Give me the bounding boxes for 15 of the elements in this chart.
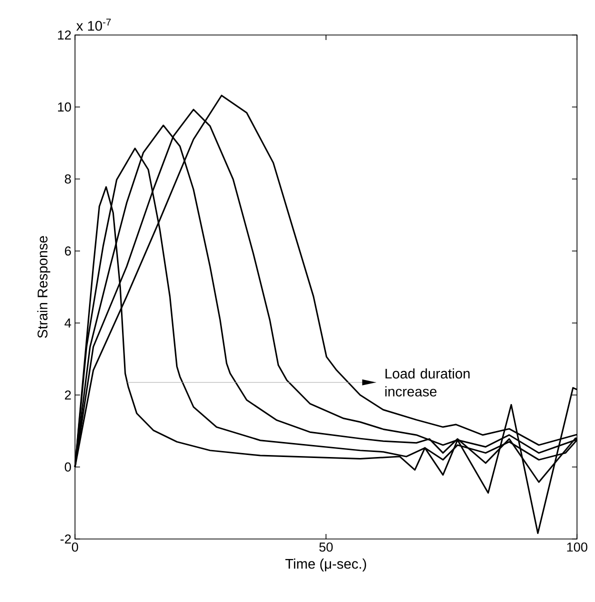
x-tick-label: 50: [319, 542, 333, 552]
y-tick-label: 12: [58, 30, 71, 40]
x-axis-title: Time (μ-sec.): [285, 558, 366, 572]
y-tick-label: -2: [60, 534, 71, 544]
y-tick-label: 8: [64, 174, 71, 184]
y-tick-label: 0: [64, 462, 71, 472]
y-tick-label: 10: [58, 102, 71, 112]
y-tick-label: 4: [64, 318, 72, 328]
y-tick-label: 6: [64, 246, 71, 256]
annotation: Load duration increase: [385, 368, 470, 396]
x-tick-label: 100: [567, 542, 588, 552]
text: x 10$^{-7}$: [76, 18, 111, 31]
x-tick-label: 0: [72, 542, 78, 552]
y-tick-label: 2: [64, 390, 71, 400]
y-axis-title: Strain Response: [37, 236, 50, 338]
